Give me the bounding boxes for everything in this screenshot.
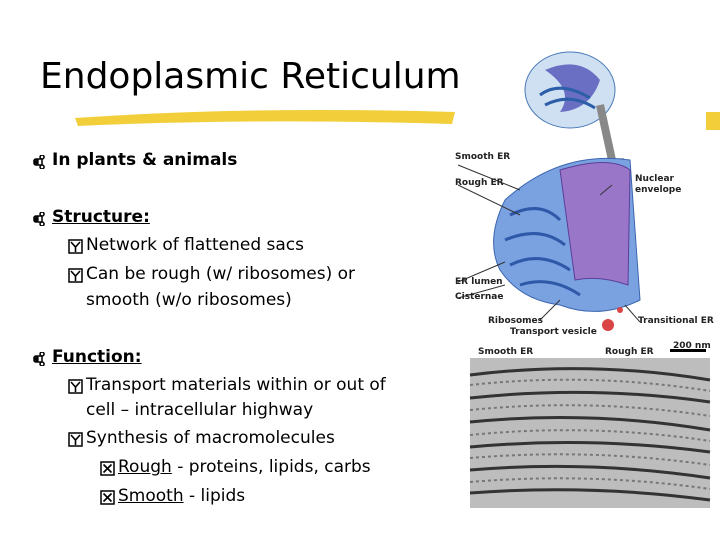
bullet-glyph <box>68 268 83 287</box>
bullet-text: Transport materials within or out of <box>86 375 386 395</box>
bullet-shape <box>68 239 83 254</box>
bullet-line: In plants & animals <box>52 150 237 170</box>
bullet-text: - proteins, lipids, carbs <box>171 457 371 477</box>
bullet-line: Rough - proteins, lipids, carbs <box>118 457 371 477</box>
figure-label: Ribosomes <box>488 316 544 326</box>
bullet-line: smooth (w/o ribosomes) <box>86 290 292 310</box>
bullet-shape <box>70 241 81 252</box>
bullet-shape <box>68 268 83 283</box>
bullet-shape <box>70 381 81 392</box>
er-illustration <box>457 157 641 331</box>
bullet-shape <box>68 379 83 394</box>
bullet-glyph <box>32 351 46 370</box>
bullet-line: Can be rough (w/ ribosomes) or <box>86 264 355 284</box>
bullet-glyph <box>32 211 46 230</box>
bullet-line: Structure: <box>52 207 150 227</box>
figure-label: ER lumen <box>455 277 503 287</box>
bullet-glyph <box>32 154 46 173</box>
bullet-line: cell – intracellular highway <box>86 400 313 420</box>
bullet-glyph <box>100 461 115 480</box>
bullet-shape <box>33 154 45 170</box>
figure-label: Smooth ER <box>478 347 534 357</box>
bullet-glyph <box>68 432 83 451</box>
bullet-text: Synthesis of macromolecules <box>86 428 335 448</box>
micrograph <box>469 349 711 508</box>
top-diagram <box>524 51 720 176</box>
bullet-shape <box>68 379 83 394</box>
bullet-shape <box>68 432 83 447</box>
title-underline <box>75 110 455 126</box>
slide-title: Endoplasmic Reticulum <box>40 56 461 97</box>
bullet-term: Smooth <box>118 486 184 506</box>
bullet-shape <box>70 434 81 445</box>
bullet-term: Structure: <box>52 207 150 227</box>
bullet-shape <box>100 461 115 476</box>
bullet-line: Transport materials within or out of <box>86 375 386 395</box>
figure-label: Rough ER <box>605 347 654 357</box>
bullet-shape <box>68 432 83 447</box>
bullet-text: Network of flattened sacs <box>86 235 304 255</box>
figure-label: Transitional ER <box>638 316 714 326</box>
bullet-term: Rough <box>118 457 172 477</box>
bullet-shape <box>33 211 45 227</box>
bullet-shape <box>33 351 45 367</box>
bullet-shape <box>68 239 83 254</box>
bullet-glyph <box>68 239 83 258</box>
figure-label: Rough ER <box>455 178 504 188</box>
bullet-text: smooth (w/o ribosomes) <box>86 290 292 310</box>
bullet-shape <box>100 490 115 505</box>
figure-label: Transport vesicle <box>510 327 597 337</box>
bullet-line: Synthesis of macromolecules <box>86 428 335 448</box>
bullet-line: Smooth - lipids <box>118 486 245 506</box>
bullet-shape <box>68 268 83 283</box>
bullet-shape <box>102 492 113 503</box>
bullet-shape <box>70 270 81 281</box>
bullet-shape <box>102 463 113 474</box>
figure-label: 200 nm <box>673 341 711 351</box>
bullet-text: In plants & animals <box>52 150 238 170</box>
figure-label: Nuclear envelope <box>635 174 682 195</box>
bullet-shape <box>100 461 115 476</box>
bullet-line: Function: <box>52 347 142 367</box>
bullet-term: Function: <box>52 347 142 367</box>
bullet-text: - lipids <box>183 486 246 506</box>
bullet-text: cell – intracellular highway <box>86 400 314 420</box>
bullet-shape <box>33 351 45 367</box>
figure-label: Smooth ER <box>455 152 511 162</box>
bullet-text: Can be rough (w/ ribosomes) or <box>86 264 356 284</box>
figure-label: Cisternae <box>455 292 504 302</box>
bullet-shape <box>33 211 45 227</box>
bullet-shape <box>100 490 115 505</box>
bullet-shape <box>33 154 45 170</box>
bullet-line: Network of flattened sacs <box>86 235 304 255</box>
bullet-glyph <box>100 490 115 509</box>
bullet-glyph <box>68 379 83 398</box>
